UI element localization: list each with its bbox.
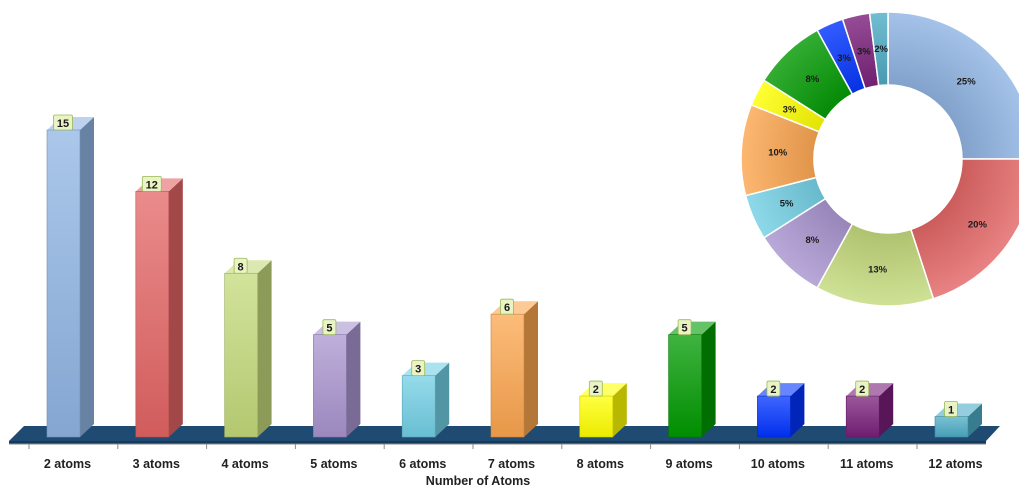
bar-front — [224, 272, 258, 438]
bar-front — [934, 416, 969, 438]
pie-data-label: 3% — [783, 104, 797, 115]
x-tick-label: 8 atoms — [577, 457, 624, 471]
bar: 12 — [135, 175, 183, 438]
x-tick-label: 7 atoms — [488, 457, 535, 471]
x-tick-label: 3 atoms — [133, 457, 180, 471]
pie-data-label: 20% — [968, 219, 988, 230]
data-label: 3 — [415, 364, 421, 376]
bar-front — [313, 334, 347, 438]
bar-side — [612, 383, 627, 437]
data-label-box — [944, 401, 958, 417]
x-tick-label: 5 atoms — [310, 457, 357, 471]
bar-side — [790, 383, 805, 437]
bar-side — [701, 321, 716, 437]
pie-data-label: 10% — [768, 148, 788, 159]
data-label: 6 — [504, 302, 510, 314]
data-label: 5 — [326, 323, 332, 335]
bar-front — [668, 334, 702, 438]
data-label-box — [322, 319, 337, 336]
bar-front — [757, 395, 791, 438]
pie-data-label: 2% — [874, 44, 888, 55]
bar-side — [168, 178, 183, 437]
bar-side — [435, 362, 450, 437]
pie-data-label: 13% — [868, 265, 888, 276]
x-tick-label: 11 atoms — [840, 457, 894, 471]
pie-data-label: 8% — [805, 235, 819, 246]
data-label: 5 — [682, 323, 688, 335]
bar-side — [524, 301, 538, 437]
pie-data-label: 25% — [957, 76, 977, 87]
data-label: 1 — [948, 405, 954, 417]
data-label-box — [141, 175, 162, 192]
bar: 2 — [579, 380, 627, 438]
pie-data-label: 5% — [780, 198, 794, 209]
bar-front — [490, 313, 525, 438]
bar-side — [879, 383, 894, 437]
bar-front — [401, 375, 436, 438]
bar: 3 — [401, 360, 450, 438]
bar-front — [845, 395, 880, 438]
data-label-box — [411, 360, 426, 377]
pie-slice — [868, 11, 889, 87]
pie-data-label: 3% — [837, 53, 851, 64]
data-label: 8 — [238, 261, 244, 273]
data-label: 2 — [593, 384, 599, 396]
bar: 5 — [313, 319, 361, 438]
x-tick-label: 4 atoms — [221, 457, 268, 471]
pie-slice — [909, 158, 1019, 300]
bar-series: 15 12 8 5 3 6 2 5 2 2 1 — [46, 114, 982, 438]
data-label: 2 — [859, 384, 865, 396]
bar-front — [579, 395, 614, 438]
pie-slice — [887, 11, 1019, 160]
pie-data-label: 8% — [805, 74, 819, 85]
x-tick-label: 2 atoms — [44, 457, 91, 471]
data-label-box — [233, 257, 248, 274]
bar-side — [257, 260, 272, 437]
data-label-box — [855, 380, 870, 397]
bar-side — [968, 403, 982, 437]
bar: 2 — [845, 380, 894, 438]
data-label-box — [677, 319, 692, 336]
bar-front — [135, 191, 170, 438]
data-label: 12 — [146, 179, 158, 191]
data-label-box — [588, 380, 603, 397]
x-axis-title: Number of Atoms — [426, 474, 530, 488]
bar: 5 — [668, 319, 716, 438]
data-label: 2 — [770, 384, 776, 396]
bar: 2 — [757, 380, 805, 438]
bar: 1 — [934, 401, 982, 438]
x-tick-label: 9 atoms — [665, 457, 712, 471]
bar: 6 — [490, 298, 538, 438]
bar: 15 — [46, 114, 94, 438]
floor-front — [9, 441, 986, 444]
x-axis: 2 atoms 3 atoms 4 atoms 5 atoms 6 atoms 7 ato… — [28, 444, 983, 471]
data-label: 15 — [57, 118, 69, 130]
x-tick-label: 12 atoms — [928, 457, 982, 471]
data-label-box — [766, 380, 781, 397]
bar-side — [80, 117, 94, 437]
data-label-box — [500, 298, 514, 315]
bar-side — [346, 321, 361, 437]
doughnut-chart: 25%20%13%8%5%10%3%8%3%3% 2% — [740, 11, 1019, 307]
data-label-box — [53, 114, 73, 131]
pie-data-label: 3% — [857, 47, 871, 58]
x-tick-label: 6 atoms — [399, 457, 446, 471]
bar: 8 — [224, 257, 272, 438]
x-tick-label: 10 atoms — [751, 457, 805, 471]
bar-front — [46, 129, 81, 438]
